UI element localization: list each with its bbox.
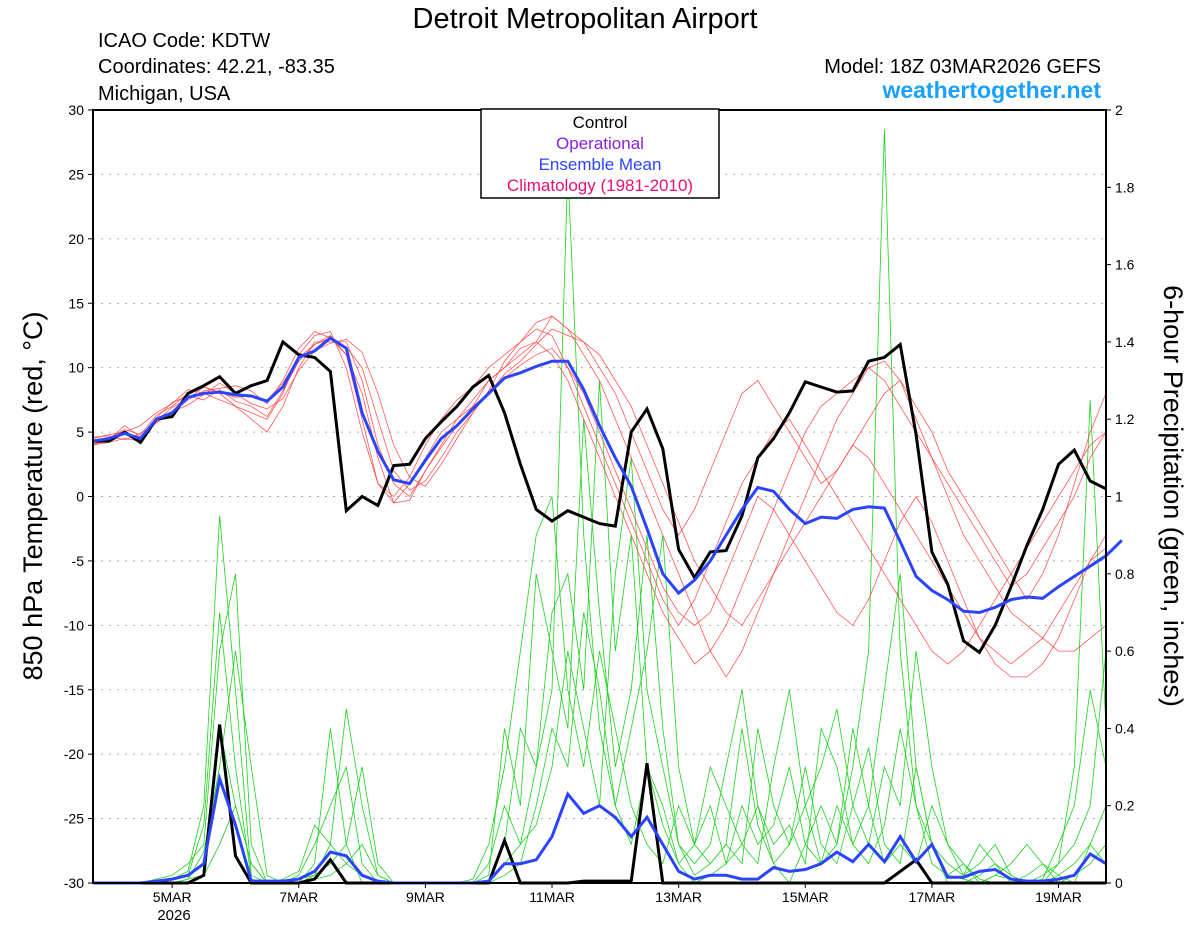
- y-left-tick-label: 0: [76, 489, 84, 505]
- temp-member-line: [92, 328, 1107, 665]
- legend-climatology: Climatology (1981-2010): [507, 176, 693, 195]
- temp-member-line: [92, 315, 1107, 665]
- y-axis-right-label: 6-hour Precipitation (green, inches): [1158, 285, 1188, 707]
- mean-precip-line: [93, 772, 1107, 885]
- y-left-tick-label: 25: [68, 166, 84, 182]
- region: Michigan, USA: [98, 83, 231, 105]
- model-run: Model: 18Z 03MAR2026 GEFS: [824, 56, 1101, 78]
- x-tick-label: 19MAR: [1035, 889, 1082, 905]
- temp-member-line: [92, 337, 1107, 678]
- temp-member-line: [92, 328, 1107, 601]
- plot-frame: [92, 109, 1107, 884]
- site-link[interactable]: weathertogether.net: [881, 77, 1101, 103]
- precip-member-line: [93, 535, 1107, 884]
- y-left-tick-label: 10: [68, 360, 84, 376]
- control-temp-line: [93, 339, 1107, 655]
- gridlines: [93, 173, 1106, 820]
- y-right-tick-label: 1.4: [1115, 334, 1135, 350]
- precip-member-line: [93, 380, 1107, 884]
- y-axis-left-label: 850 hPa Temperature (red, °C): [18, 312, 48, 681]
- coordinates: Coordinates: 42.21, -83.35: [98, 56, 335, 78]
- y-left-tick-label: 20: [68, 231, 84, 247]
- legend-ensemble-mean: Ensemble Mean: [539, 155, 662, 174]
- precip-member-line: [93, 419, 1107, 884]
- y-right-tick-label: 0.4: [1115, 720, 1135, 736]
- legend-operational: Operational: [556, 134, 644, 153]
- temp-members: [92, 315, 1107, 678]
- x-tick-label: 11MAR: [529, 889, 575, 905]
- y-left-tick-label: -30: [64, 875, 84, 891]
- y-right-tick-label: 0.2: [1115, 798, 1135, 814]
- y-left-tick-label: 30: [68, 102, 84, 118]
- y-left-tick-label: 15: [68, 295, 84, 311]
- y-left-tick-label: -15: [64, 682, 84, 698]
- axes: -30 -25 -20 -15 -10 -5 0 5 10 15 20 25 30 0 0.2 0.4 0.6 0…: [64, 102, 1135, 905]
- legend-control: Control: [573, 113, 628, 132]
- x-tick-label: 7MAR: [279, 889, 318, 905]
- x-tick-label: 5MAR: [153, 889, 192, 905]
- x-axis-year: 2026: [157, 907, 190, 924]
- x-tick-label: 9MAR: [406, 889, 445, 905]
- y-right-tick-label: 1.6: [1115, 257, 1135, 273]
- main-lines: [92, 336, 1123, 885]
- y-left-tick-label: -20: [64, 746, 84, 762]
- y-right-tick-label: 2: [1115, 102, 1123, 118]
- temp-member-line: [92, 315, 1107, 678]
- legend: Control Operational Ensemble Mean Climat…: [480, 108, 720, 199]
- y-right-tick-label: 1.2: [1115, 411, 1135, 427]
- y-left-tick-label: -5: [72, 553, 85, 569]
- x-tick-label: 17MAR: [909, 889, 956, 905]
- chart-title: Detroit Metropolitan Airport: [413, 3, 758, 35]
- y-right-tick-label: 1: [1115, 489, 1123, 505]
- y-right-tick-label: 0: [1115, 875, 1123, 891]
- y-left-tick-label: -25: [64, 811, 84, 827]
- mean-temp-line: [92, 336, 1123, 615]
- precip-member-line: [93, 129, 1107, 884]
- x-tick-label: 13MAR: [655, 889, 702, 905]
- x-tick-label: 15MAR: [782, 889, 829, 905]
- y-left-tick-label: 5: [76, 424, 84, 440]
- legend-box: [480, 108, 720, 199]
- y-right-tick-label: 0.8: [1115, 566, 1135, 582]
- y-right-tick-label: 0.6: [1115, 643, 1135, 659]
- y-left-tick-label: -10: [64, 617, 84, 633]
- icao-code: ICAO Code: KDTW: [98, 30, 270, 52]
- precip-member-line: [93, 457, 1107, 884]
- y-right-tick-label: 1.8: [1115, 179, 1135, 195]
- precip-members: [93, 129, 1107, 884]
